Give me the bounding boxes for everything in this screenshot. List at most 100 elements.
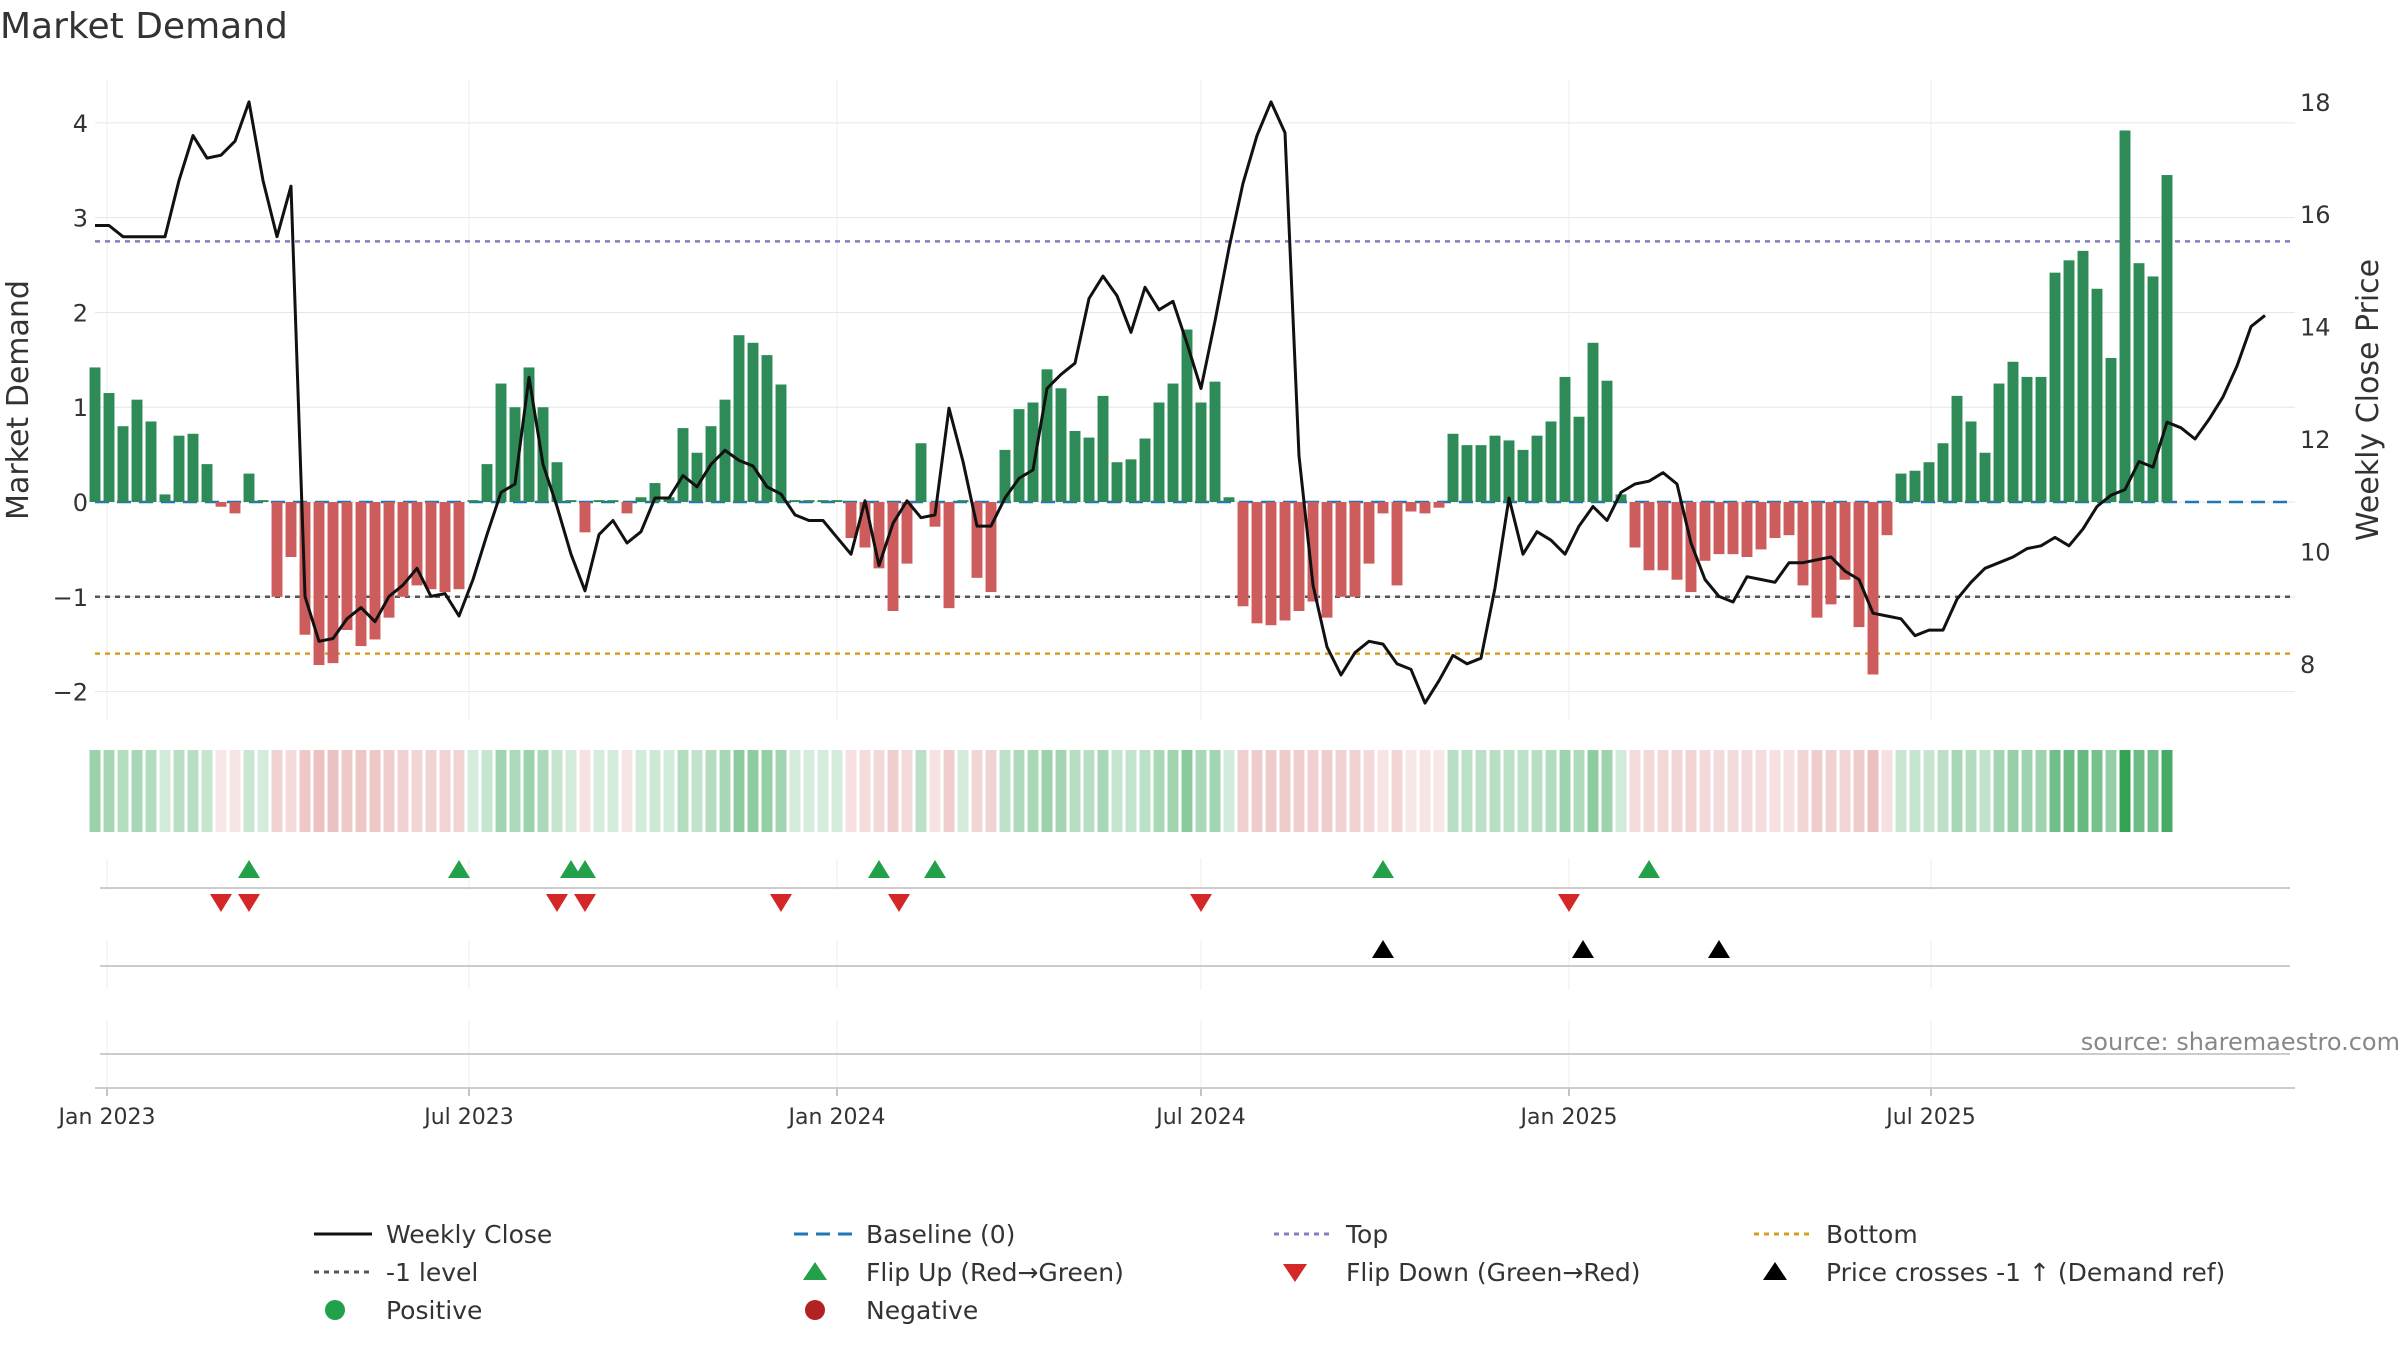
heat-strip-cell — [1377, 750, 1389, 832]
y2-tick-label: 12 — [2300, 426, 2331, 454]
flip-up-marker — [924, 860, 946, 878]
demand-bar — [1643, 502, 1655, 571]
heat-strip-cell — [649, 750, 661, 832]
heat-strip-cell — [243, 750, 255, 832]
heat-strip-cell — [943, 750, 955, 832]
demand-bar — [873, 502, 885, 569]
demand-bar — [1195, 402, 1207, 503]
demand-bar — [1237, 502, 1249, 607]
demand-bar — [1447, 433, 1459, 503]
heat-strip-cell — [607, 750, 619, 832]
demand-bar — [1601, 380, 1613, 503]
heat-strip-cell — [1587, 750, 1599, 832]
heat-strip-cell — [495, 750, 507, 832]
x-tick-label: Jul 2025 — [1884, 1105, 1976, 1130]
heat-strip-cell — [1251, 750, 1263, 832]
y2-axis-label: Weekly Close Price — [2351, 259, 2386, 541]
y2-tick-label: 16 — [2300, 201, 2331, 229]
x-tick-label: Jul 2024 — [1154, 1105, 1246, 1130]
cross-marker — [1572, 940, 1594, 958]
demand-bar — [1475, 445, 1487, 503]
heat-strip-cell — [1769, 750, 1781, 832]
demand-bar — [971, 502, 983, 578]
heat-strip-cell — [411, 750, 423, 832]
demand-bar — [313, 502, 325, 666]
heat-strip-cell — [1643, 750, 1655, 832]
heat-strip-cell — [2119, 750, 2131, 832]
heat-strip-cell — [873, 750, 885, 832]
demand-bar — [1503, 440, 1515, 503]
heat-strip-cell — [1447, 750, 1459, 832]
demand-bar — [1951, 395, 1963, 503]
legend-cross-label: Price crosses -1 ↑ (Demand ref) — [1826, 1257, 2226, 1287]
y2-tick-label: 10 — [2300, 538, 2331, 566]
demand-bar — [383, 502, 395, 618]
demand-bar — [285, 502, 297, 557]
heat-strip-cell — [1867, 750, 1879, 832]
heat-strip-cell — [1223, 750, 1235, 832]
heat-strip-cell — [1167, 750, 1179, 832]
heat-strip-cell — [733, 750, 745, 832]
demand-bar — [1797, 502, 1809, 586]
demand-bar — [1055, 388, 1067, 503]
demand-bar — [1699, 502, 1711, 561]
heat-strip-cell — [201, 750, 213, 832]
heat-strip-cell — [803, 750, 815, 832]
demand-bar — [635, 497, 647, 503]
demand-bar — [817, 500, 829, 503]
demand-bar — [341, 502, 353, 630]
flip-down-marker — [1558, 894, 1580, 912]
heat-strip-cell — [2077, 750, 2089, 832]
heat-strip-cell — [145, 750, 157, 832]
y-tick-label: 0 — [73, 489, 88, 517]
demand-bar — [1223, 497, 1235, 503]
heat-strip-cell — [1181, 750, 1193, 832]
demand-bar — [1769, 502, 1781, 539]
heat-strip-cell — [551, 750, 563, 832]
flip-down-marker — [888, 894, 910, 912]
heat-strip-cell — [229, 750, 241, 832]
heat-strip-cell — [1839, 750, 1851, 832]
demand-bar — [173, 435, 185, 503]
demand-bar — [1461, 445, 1473, 503]
demand-bar — [1489, 435, 1501, 503]
demand-bar — [565, 500, 577, 503]
demand-bar — [775, 384, 787, 503]
demand-bar — [187, 433, 199, 503]
heat-strip-cell — [299, 750, 311, 832]
demand-bar — [1419, 502, 1431, 514]
demand-bar — [1993, 383, 2005, 503]
demand-bar — [1153, 402, 1165, 503]
demand-bar — [579, 502, 591, 533]
heat-strip-cell — [1895, 750, 1907, 832]
heat-strip-cell — [831, 750, 843, 832]
heat-strip-cell — [467, 750, 479, 832]
flip-down-marker — [1190, 894, 1212, 912]
demand-bar — [663, 497, 675, 503]
heat-strip-cell — [2161, 750, 2173, 832]
demand-bar — [103, 393, 115, 503]
demand-bar — [1783, 502, 1795, 536]
heat-strip-cell — [89, 750, 101, 832]
legend-top: Top — [1270, 1215, 1388, 1253]
demand-bar — [327, 502, 339, 664]
demand-bar — [2133, 263, 2145, 503]
flip-up-marker — [448, 860, 470, 878]
heat-strip-cell — [1279, 750, 1291, 832]
heat-strip-cell — [2091, 750, 2103, 832]
demand-bar — [1209, 381, 1221, 503]
flip-up-marker — [560, 860, 582, 878]
demand-bar — [257, 500, 269, 503]
y-tick-label: 1 — [73, 394, 88, 422]
heat-strip-cell — [761, 750, 773, 832]
heat-strip-cell — [1433, 750, 1445, 832]
heat-strip-cell — [1923, 750, 1935, 832]
flip-down-marker — [210, 894, 232, 912]
demand-bar — [985, 502, 997, 593]
demand-bar — [1839, 502, 1851, 580]
heat-strip-cell — [957, 750, 969, 832]
demand-bar — [1041, 369, 1053, 503]
heat-strip-cell — [1419, 750, 1431, 832]
demand-bar — [1377, 502, 1389, 514]
y2-tick-label: 14 — [2300, 314, 2331, 342]
